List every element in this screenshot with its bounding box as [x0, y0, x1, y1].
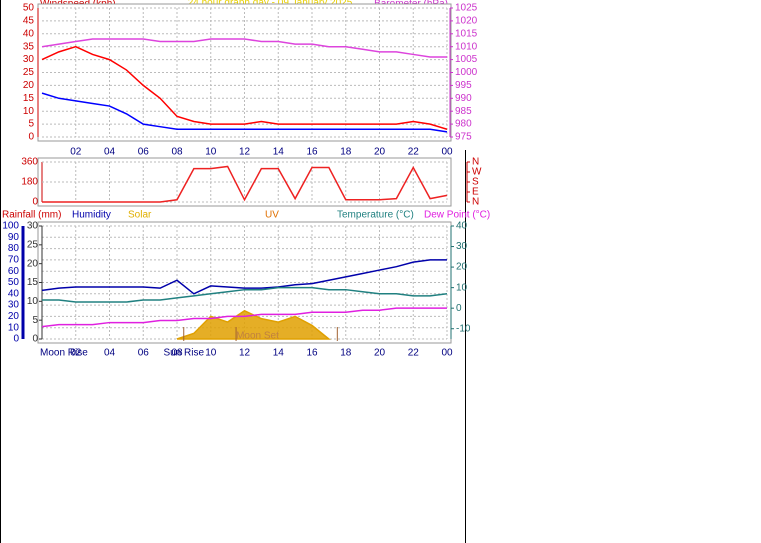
y3-tick-label: 5: [32, 315, 38, 326]
y2-tick-label: 990: [455, 93, 472, 104]
y2-tick-label: N: [472, 157, 479, 168]
y3-tick-label: 30: [27, 221, 39, 232]
x-tick-label: 12: [239, 348, 251, 359]
y2-tick-label: 985: [455, 106, 472, 117]
y-tick-label: 70: [8, 255, 20, 266]
y-tick-label: 5: [28, 119, 34, 130]
x-tick-label: 06: [138, 147, 150, 158]
y-tick-label: 0: [13, 334, 19, 345]
y-tick-label: 60: [8, 266, 20, 277]
y2-tick-label: 1010: [455, 41, 478, 52]
y-tick-label: 0: [28, 132, 34, 143]
y2-tick-label: S: [472, 177, 479, 188]
line: [42, 165, 448, 203]
y3-tick-label: 0: [32, 334, 38, 345]
y-tick-label: 80: [8, 243, 20, 254]
y2-tick-label: -10: [456, 323, 471, 334]
y-tick-label: 20: [23, 80, 35, 91]
x-tick-label: 00: [441, 147, 453, 158]
y2-tick-label: 0: [456, 303, 462, 314]
legend-label: Rainfall (mm): [2, 210, 61, 221]
annotation: Moon Set: [236, 331, 279, 342]
y-tick-label: 0: [32, 197, 38, 208]
y2-tick-label: 30: [456, 241, 468, 252]
y-tick-label: 10: [23, 106, 35, 117]
y-tick-label: 360: [21, 157, 38, 168]
y2-tick-label: E: [472, 187, 479, 198]
y-tick-label: 35: [23, 41, 35, 52]
y2-tick-label: 975: [455, 132, 472, 143]
x-tick-label: 06: [138, 348, 150, 359]
y2-tick-label: W: [472, 167, 482, 178]
y3-tick-label: 10: [27, 296, 39, 307]
y-tick-label: 90: [8, 232, 20, 243]
y-tick-label: 40: [8, 288, 20, 299]
line: [41, 45, 448, 130]
x-tick-label: 22: [408, 348, 420, 359]
y-tick-label: 40: [23, 28, 35, 39]
x-tick-label: 10: [205, 348, 217, 359]
line: [42, 286, 448, 303]
y-tick-label: 30: [23, 54, 35, 65]
y-tick-label: 25: [23, 67, 35, 78]
y-tick-label: 30: [8, 300, 20, 311]
line: [41, 38, 447, 58]
line: [41, 92, 448, 133]
x-tick-label: 12: [239, 147, 251, 158]
y2-tick-label: 1020: [455, 16, 478, 27]
y2-tick-label: N: [472, 197, 479, 208]
legend-label: UV: [265, 210, 279, 221]
annotation: Sun Rise: [163, 348, 204, 359]
x-tick-label: 16: [306, 348, 318, 359]
y3-tick-label: 20: [27, 258, 39, 269]
x-tick-label: 22: [408, 147, 420, 158]
x-tick-label: 20: [374, 348, 386, 359]
x-tick-label: 18: [340, 348, 352, 359]
y2-tick-label: 10: [456, 282, 468, 293]
legend-label: Humidity: [72, 210, 111, 221]
x-tick-label: 08: [171, 348, 183, 359]
y-tick-label: 45: [23, 16, 35, 27]
x-tick-label: 14: [273, 147, 285, 158]
x-tick-label: 02: [70, 147, 82, 158]
y2-tick-label: 40: [456, 221, 468, 232]
annotation: Moon Rise: [40, 348, 88, 359]
legend-label: Solar: [128, 210, 152, 221]
x-tick-label: 20: [374, 147, 386, 158]
line: [41, 259, 447, 295]
y2-tick-label: 1025: [455, 3, 478, 14]
y3-tick-label: 25: [27, 239, 39, 250]
y2-tick-label: 1015: [455, 28, 478, 39]
x-tick-label: 14: [273, 348, 285, 359]
y2-tick-label: 20: [456, 262, 468, 273]
x-tick-label: 00: [441, 348, 453, 359]
y-tick-label: 50: [23, 3, 35, 14]
x-tick-label: 04: [104, 147, 116, 158]
y-tick-label: 100: [2, 221, 19, 232]
y-tick-label: 10: [8, 322, 20, 333]
line: [41, 307, 447, 328]
x-tick-label: 02: [70, 348, 82, 359]
y-tick-label: 15: [23, 93, 35, 104]
y2-tick-label: 1005: [455, 54, 478, 65]
x-tick-label: 16: [306, 147, 318, 158]
y2-tick-label: 995: [455, 80, 472, 91]
y2-tick-label: 1000: [455, 67, 478, 78]
y3-tick-label: 15: [27, 277, 39, 288]
x-tick-label: 04: [104, 348, 116, 359]
legend-label: Temperature (°C): [337, 210, 414, 221]
y-tick-label: 20: [8, 311, 20, 322]
y-tick-label: 50: [8, 277, 20, 288]
x-tick-label: 18: [340, 147, 352, 158]
x-tick-label: 08: [171, 147, 183, 158]
legend-label: Dew Point (°C): [424, 210, 490, 221]
y2-tick-label: 980: [455, 119, 472, 130]
y-tick-label: 180: [21, 177, 38, 188]
x-tick-label: 10: [205, 147, 217, 158]
